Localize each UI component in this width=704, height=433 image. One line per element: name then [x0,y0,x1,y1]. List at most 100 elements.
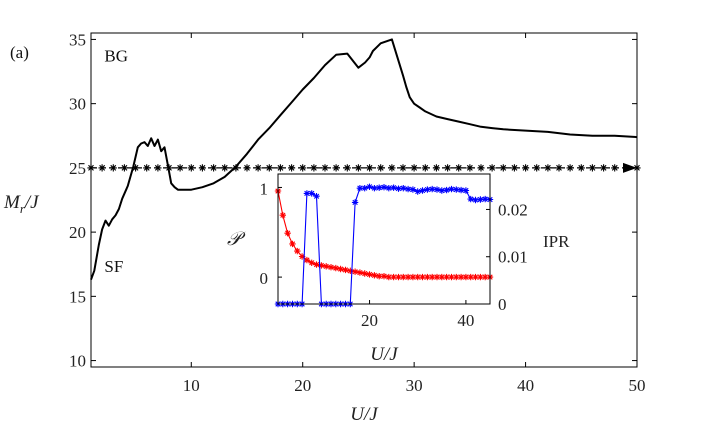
p-series-marker [385,273,392,281]
p-series-marker [404,273,412,281]
reference-marker [243,164,251,172]
reference-marker [399,164,407,172]
panel-label: (a) [10,43,29,62]
p-series-marker [332,264,339,272]
reference-marker [321,164,329,172]
region-label: BG [104,46,128,65]
reference-marker [488,164,496,172]
ipr-series-marker [356,185,364,192]
reference-marker [566,164,574,172]
inset-ticks: 20 40 0 1 0 0.01 0.02 [260,179,528,330]
reference-marker [254,164,262,172]
reference-marker [410,164,418,172]
reference-marker [310,164,318,172]
reference-marker [232,164,240,172]
ipr-series-marker [371,185,378,192]
ipr-series-marker [438,187,445,194]
ipr-series-marker [308,190,315,197]
ipr-series-marker [385,185,392,192]
p-series-marker [279,212,286,219]
mr-line [90,38,638,280]
p-series-marker [308,259,315,266]
main-y-label-rest: /J [24,192,40,213]
ipr-series-marker [390,184,397,191]
reference-marker [611,164,619,172]
p-series-marker [289,240,296,248]
p-series-marker [472,273,479,281]
p-series-marker [453,273,460,281]
inset-right-axis-label: IPR [543,232,570,251]
ipr-series-marker [414,188,421,195]
p-series-marker [462,273,470,281]
p-series-marker [294,247,301,255]
p-series-marker [409,273,417,281]
main-x-tick-label: 30 [406,376,423,395]
main-x-tick-label: 50 [629,376,646,395]
reference-marker [187,164,195,172]
ipr-series-marker [477,196,484,203]
main-x-axis-label: U/J [350,404,379,425]
main-annotations: BG SF [104,46,128,276]
reference-marker [143,164,151,172]
ipr-series-marker [472,196,479,204]
reference-arrowhead [623,162,637,173]
inset-right-tick-label: 0.02 [498,200,528,219]
ipr-series-marker [380,184,388,191]
reference-marker [477,164,485,172]
p-series-marker [443,273,450,281]
p-series-marker [376,273,383,280]
reference-marker [98,164,106,172]
p-series-marker [438,273,445,281]
inset-right-tick-label: 0 [498,295,507,314]
p-series-marker [337,265,344,273]
p-series-marker [313,261,320,268]
ipr-series-marker [448,185,455,193]
main-y-label-m: M [3,192,21,213]
p-series-marker [298,253,306,260]
inset-left-tick-label: 0 [260,269,269,288]
inset-x-tick-label: 20 [361,311,378,330]
p-series-marker [414,273,421,281]
main-series-group [87,38,641,280]
ipr-series-marker [361,185,368,192]
p-series-marker [284,230,291,237]
p-series-marker [327,264,335,271]
ipr-series-marker [376,184,383,191]
reference-marker [455,164,463,172]
inset-chart: 20 40 0 1 0 0.01 0.02 U/J 𝒫 IPR [227,173,570,365]
p-series-marker [429,273,436,281]
reference-marker [499,164,507,172]
ipr-series-marker [351,199,359,206]
ipr-series-marker [366,183,373,190]
p-series-marker [342,266,349,274]
ipr-series-marker [429,185,436,193]
ipr-series-marker [482,195,489,203]
p-series-marker [482,273,489,281]
main-x-axis-label-text: U/J [350,404,379,425]
main-x-tick-label: 40 [517,376,534,395]
inset-left-tick-label: 1 [260,179,269,198]
ipr-series-marker [419,187,426,194]
ipr-series-marker [453,186,460,193]
main-y-tick-label: 10 [69,352,86,371]
reference-marker [555,164,563,172]
ipr-series-marker [424,186,431,193]
reference-marker [198,164,206,172]
reference-marker [87,164,95,172]
reference-marker [444,164,452,172]
inset-right-tick-label: 0.01 [498,248,528,267]
reference-marker [176,164,184,172]
ipr-series-marker [395,185,402,192]
reference-marker [600,164,608,172]
reference-marker [154,164,162,172]
reference-marker [588,164,596,172]
ipr-series-marker [303,190,311,197]
reference-marker [522,164,530,172]
reference-marker [533,164,541,172]
p-series-marker [390,273,397,281]
p-series-marker [371,272,378,279]
inset-x-axis-label: U/J [370,344,399,365]
main-y-tick-label: 20 [69,223,86,242]
